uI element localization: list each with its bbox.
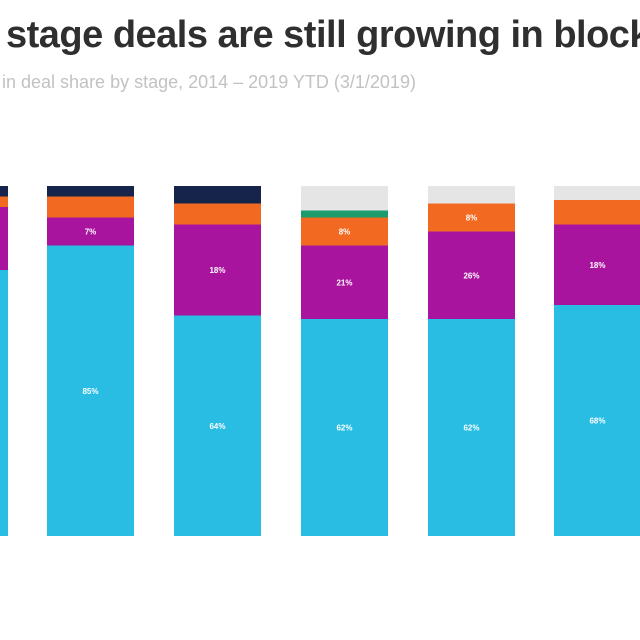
bar-segment xyxy=(554,224,640,305)
bar-segment xyxy=(428,186,515,204)
bar-segment xyxy=(428,231,515,319)
bar-segment xyxy=(554,186,640,200)
bar-segment xyxy=(174,224,261,316)
bar-segment xyxy=(301,217,388,246)
bar-segment xyxy=(301,319,388,536)
bar-data-label: 18% xyxy=(589,261,605,270)
bar-data-label: 62% xyxy=(463,424,479,433)
bar-data-label: 7% xyxy=(85,228,97,237)
bar-data-label: 18% xyxy=(209,266,225,275)
bar-segment xyxy=(301,245,388,319)
bar-data-label: 26% xyxy=(463,271,479,280)
bar-data-label: 8% xyxy=(466,214,478,223)
bar-segment xyxy=(554,200,640,225)
bar-segment xyxy=(47,245,134,536)
bar-segment xyxy=(174,203,261,225)
bar-segment xyxy=(554,305,640,536)
bar-segment xyxy=(0,186,8,197)
bar-segment xyxy=(47,196,134,218)
bar-data-label: 62% xyxy=(336,424,352,433)
chart-title: stage deals are still growing in blockc xyxy=(6,14,640,56)
bar-data-label: 68% xyxy=(589,417,605,426)
bar-segment xyxy=(428,203,515,232)
bar-segment xyxy=(174,186,261,204)
bar-segment xyxy=(47,186,134,197)
bar-data-label: 85% xyxy=(82,387,98,396)
bar-group: 62% 26% 8% xyxy=(428,186,515,536)
bar-segment xyxy=(0,270,8,536)
bar-data-label: 21% xyxy=(336,278,352,287)
bar-data-label: 64% xyxy=(209,422,225,431)
bar-segment xyxy=(428,319,515,536)
bar-segment xyxy=(301,210,388,218)
bar-segment xyxy=(174,315,261,536)
bar-segment xyxy=(47,217,134,246)
bar-group: 62% 21% 8% xyxy=(301,186,388,536)
bar-segment xyxy=(0,207,8,270)
bar-data-label: 8% xyxy=(339,228,351,237)
bar-group xyxy=(0,186,8,536)
bar-group: 85% 7% xyxy=(47,186,134,536)
bar-segment xyxy=(0,196,8,207)
chart-subtitle: in deal share by stage, 2014 – 2019 YTD … xyxy=(2,72,416,92)
bar-segment xyxy=(301,186,388,211)
bar-group: 68% 18% xyxy=(554,186,640,536)
bar-group: 64% 18% xyxy=(174,186,261,536)
